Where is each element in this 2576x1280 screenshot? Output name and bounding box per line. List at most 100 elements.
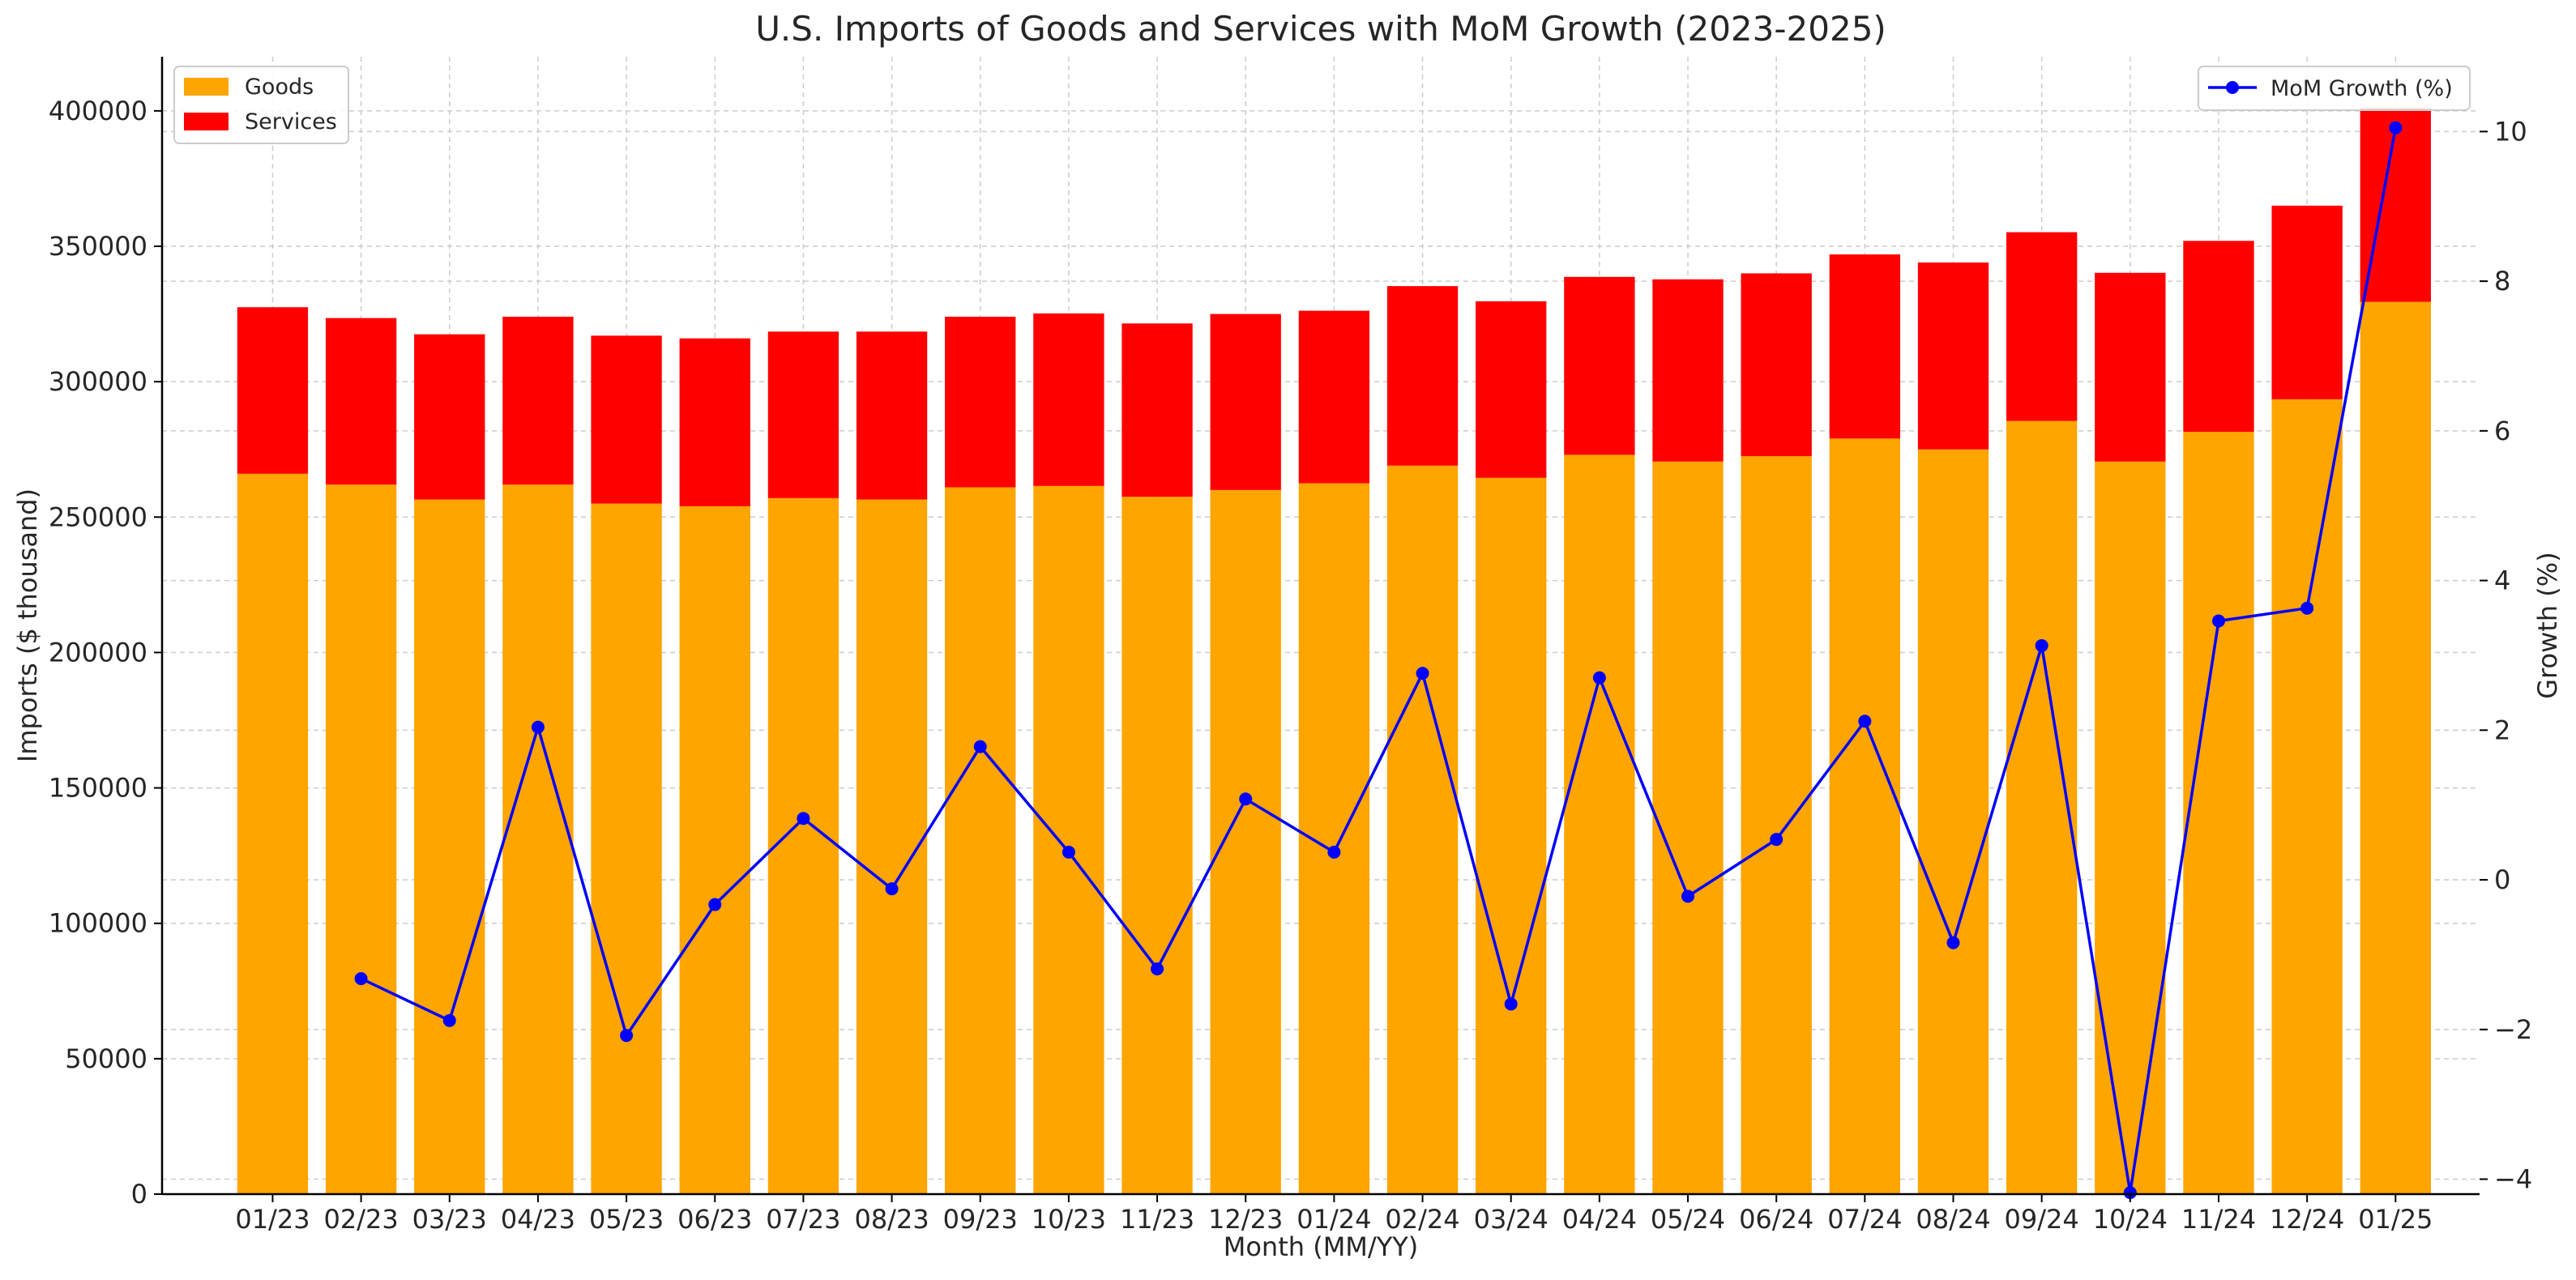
bar-services [2271,205,2343,399]
growth-point [2211,614,2225,628]
bar-goods [1386,465,1459,1194]
bar-services [591,335,662,504]
bar-services [945,316,1016,488]
bar-goods [679,506,750,1194]
bar-services [679,338,750,506]
x-axis-label: Month (MM/YY) [1224,1231,1419,1262]
y2-tick-label: 4 [2494,565,2510,596]
x-tick-label: 08/23 [854,1204,929,1235]
legend-label-services: Services [245,109,337,134]
y-tick-label: 200000 [49,637,147,668]
y2-tick-label: 2 [2494,715,2510,745]
growth-point [442,1013,456,1027]
bar-services [1298,310,1370,484]
x-tick-label: 05/23 [589,1204,664,1235]
x-tick-label: 02/23 [324,1204,399,1235]
bar-goods [1210,489,1281,1194]
y2-tick-label: −2 [2494,1014,2532,1045]
x-tick-label: 07/24 [1827,1204,1902,1235]
growth-point [1770,833,1784,847]
bar-services [1033,313,1104,486]
bar-goods [767,497,839,1194]
growth-point [1416,667,1429,681]
growth-point [973,740,987,753]
y2-axis-label: Growth (%) [2532,552,2563,698]
bar-services [1121,323,1193,497]
bar-goods [2095,461,2166,1194]
y2-tick-label: 6 [2494,416,2510,446]
bar-goods [591,503,662,1194]
growth-point [2035,638,2048,652]
x-tick-label: 02/24 [1385,1204,1459,1235]
x-tick-label: 05/24 [1651,1204,1725,1235]
y2-tick-label: 10 [2494,116,2527,147]
bar-services [2183,241,2254,432]
bar-goods [856,499,928,1194]
legend-marker-growth [2226,81,2239,94]
bar-goods [2006,420,2078,1194]
growth-line [360,127,2398,1193]
legend-swatch-services [184,113,229,130]
bar-services [1917,262,1989,450]
growth-point [531,720,545,734]
legend-label-goods: Goods [245,75,314,100]
bar-goods [325,484,397,1194]
bar-services [856,331,928,500]
x-tick-label: 01/24 [1297,1204,1371,1235]
growth-point [1062,845,1075,859]
bar-goods [2271,399,2343,1194]
growth-point [620,1029,634,1043]
bar-services [2360,108,2431,302]
chart-title: U.S. Imports of Goods and Services with … [755,9,1886,49]
bar-services [767,331,839,498]
growth-point [2389,121,2403,134]
growth-point [1946,936,1960,949]
x-tick-label: 12/23 [1208,1204,1283,1235]
bar-goods [1741,456,1812,1194]
growth-point [1151,962,1164,975]
bar-goods [237,473,309,1194]
y-tick-label: 50000 [65,1043,147,1074]
growth-point [2300,601,2314,615]
bar-services [414,334,485,500]
x-tick-label: 06/24 [1739,1204,1813,1235]
growth-point [1504,997,1518,1011]
x-tick-label: 07/23 [766,1204,840,1235]
y-axis-label: Imports ($ thousand) [12,489,43,762]
y-tick-label: 250000 [49,501,147,532]
bar-services [502,316,574,485]
y2-tick-label: 0 [2494,864,2510,895]
bar-services [1741,273,1812,457]
x-tick-label: 09/23 [943,1204,1018,1235]
bar-goods [502,484,574,1194]
bar-services [2006,232,2078,421]
bar-services [1564,276,1635,455]
x-tick-label: 04/24 [1562,1204,1637,1235]
x-tick-label: 09/24 [2005,1204,2079,1235]
legend-label-growth: MoM Growth (%) [2271,76,2453,101]
bar-goods [2183,431,2254,1194]
x-tick-label: 06/23 [677,1204,752,1235]
growth-point [1327,845,1341,859]
bar-services [2095,272,2166,462]
growth-point [354,971,368,985]
y2-tick-label: −4 [2494,1164,2532,1195]
growth-point [1858,715,1872,728]
bar-goods [1917,449,1989,1194]
x-tick-label: 04/23 [501,1204,575,1235]
x-tick-label: 03/24 [1474,1204,1549,1235]
bar-services [237,307,309,474]
bar-goods [945,487,1016,1194]
x-tick-label: 08/24 [1916,1204,1990,1235]
y-tick-label: 150000 [49,773,147,804]
bar-goods [1476,477,1547,1194]
x-tick-label: 10/24 [2093,1204,2168,1235]
bar-goods [1564,454,1635,1194]
bar-services [1652,279,1724,462]
bar-services [1829,254,1900,439]
x-tick-label: 11/23 [1120,1204,1194,1235]
growth-point [885,882,899,896]
x-tick-label: 12/24 [2270,1204,2344,1235]
